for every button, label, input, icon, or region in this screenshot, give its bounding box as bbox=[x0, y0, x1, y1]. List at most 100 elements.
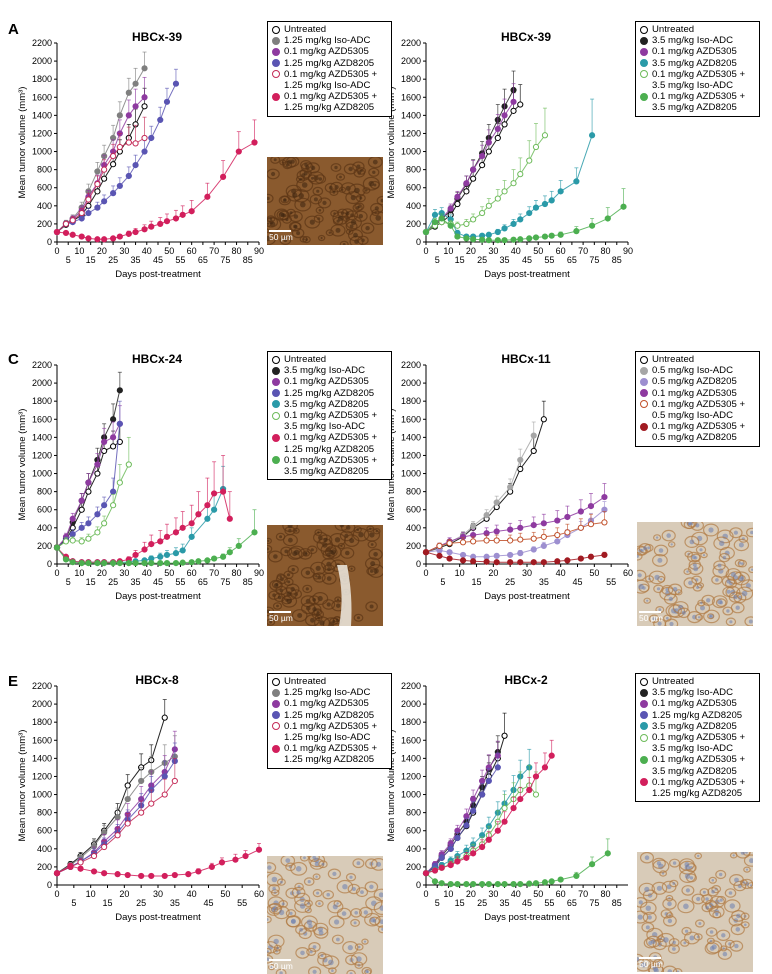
series-line bbox=[56, 106, 145, 233]
data-point bbox=[577, 555, 584, 562]
data-point bbox=[94, 470, 101, 477]
y-tick-label: 400 bbox=[406, 844, 421, 854]
data-point bbox=[494, 195, 501, 202]
x-tick-label: 20 bbox=[97, 568, 107, 578]
y-tick-label: 1600 bbox=[32, 92, 52, 102]
y-tick-label: 1000 bbox=[32, 147, 52, 157]
x-tick-label: 5 bbox=[435, 255, 440, 265]
x-tick-label: 55 bbox=[175, 577, 185, 587]
legend-label: 0.1 mg/kg AZD5305 + 1.25 mg/kg Iso-ADC bbox=[284, 720, 378, 744]
data-point bbox=[94, 181, 101, 188]
data-point bbox=[422, 228, 430, 236]
legend-item: 1.25 mg/kg AZD8205 bbox=[272, 58, 388, 69]
y-tick-label: 600 bbox=[37, 826, 52, 836]
data-point bbox=[141, 103, 148, 110]
x-tick-label: 80 bbox=[232, 568, 242, 578]
data-point bbox=[94, 204, 101, 211]
data-point bbox=[540, 416, 547, 423]
x-tick-label: 45 bbox=[522, 255, 532, 265]
data-point bbox=[163, 559, 171, 567]
data-point bbox=[235, 148, 242, 155]
legend-marker bbox=[640, 711, 648, 720]
legend-label: 0.5 mg/kg Iso-ADC bbox=[652, 365, 734, 377]
data-point bbox=[116, 420, 123, 427]
legend-label: 0.1 mg/kg AZD5305 bbox=[284, 46, 369, 58]
legend-label: Untreated bbox=[652, 676, 695, 687]
legend-marker bbox=[640, 722, 648, 731]
data-point bbox=[69, 231, 76, 238]
legend-item: 3.5 mg/kg Iso-ADC bbox=[272, 365, 388, 376]
data-point bbox=[517, 559, 524, 566]
data-point bbox=[530, 559, 537, 566]
legend-label: 1.25 mg/kg Iso-ADC bbox=[284, 35, 371, 47]
x-tick-label: 60 bbox=[187, 246, 197, 256]
x-tick-label: 5 bbox=[435, 898, 440, 908]
x-tick-label: 50 bbox=[164, 568, 174, 578]
legend-item: 0.1 mg/kg AZD5305 + 3.5 mg/kg AZD8205 bbox=[640, 754, 756, 777]
panel-c: C HBCx-2402004006008001000120014001600180… bbox=[8, 351, 264, 602]
data-point bbox=[78, 215, 85, 222]
x-tick-label: 85 bbox=[243, 577, 253, 587]
legend-marker bbox=[272, 70, 280, 79]
x-tick-label: 65 bbox=[198, 577, 208, 587]
data-point bbox=[510, 236, 517, 243]
y-tick-label: 200 bbox=[406, 219, 421, 229]
x-tick-label: 40 bbox=[142, 568, 152, 578]
data-point bbox=[501, 880, 508, 888]
data-point bbox=[479, 843, 486, 851]
data-point bbox=[195, 511, 202, 518]
x-tick-label: 20 bbox=[97, 246, 107, 256]
data-point bbox=[540, 533, 547, 540]
x-tick-label: 35 bbox=[131, 255, 141, 265]
series-line bbox=[425, 551, 605, 563]
data-point bbox=[110, 235, 117, 242]
data-point bbox=[116, 182, 123, 190]
y-tick-label: 2200 bbox=[401, 681, 421, 691]
data-point bbox=[77, 865, 84, 872]
x-tick-label: 35 bbox=[539, 577, 549, 587]
y-tick-label: 400 bbox=[37, 201, 52, 211]
y-tick-label: 0 bbox=[416, 559, 421, 569]
data-point bbox=[148, 872, 155, 880]
data-point bbox=[94, 559, 101, 567]
data-point bbox=[577, 524, 584, 531]
y-tick-label: 0 bbox=[47, 237, 52, 247]
data-point bbox=[485, 139, 492, 146]
x-tick-label: 30 bbox=[153, 889, 163, 899]
series-line bbox=[425, 852, 609, 885]
chart-title: HBCx-39 bbox=[132, 30, 182, 44]
x-tick-label: 50 bbox=[164, 246, 174, 256]
x-tick-label: 40 bbox=[511, 246, 521, 256]
legend-marker bbox=[640, 70, 648, 79]
panel-letter: E bbox=[8, 673, 18, 690]
data-point bbox=[101, 502, 108, 509]
data-point bbox=[601, 519, 608, 526]
data-point bbox=[255, 846, 263, 853]
data-point bbox=[116, 233, 123, 240]
data-point bbox=[479, 791, 486, 798]
data-point bbox=[493, 552, 500, 559]
legend-item: 0.1 mg/kg AZD5305 bbox=[640, 46, 756, 57]
series-4 bbox=[53, 742, 178, 877]
data-point bbox=[132, 228, 139, 236]
data-point bbox=[114, 832, 121, 839]
x-tick-label: 15 bbox=[455, 255, 465, 265]
data-point bbox=[463, 880, 470, 888]
data-point bbox=[554, 531, 561, 539]
data-point bbox=[463, 235, 470, 242]
data-point bbox=[454, 222, 461, 229]
data-point bbox=[541, 233, 549, 240]
data-point bbox=[470, 175, 477, 182]
data-point bbox=[132, 162, 139, 169]
data-point bbox=[69, 515, 76, 522]
legend-item: 0.1 mg/kg AZD5305 bbox=[272, 376, 388, 387]
chart-title: HBCx-39 bbox=[501, 30, 551, 44]
data-point bbox=[110, 152, 117, 160]
x-tick-label: 50 bbox=[220, 889, 230, 899]
x-tick-label: 50 bbox=[533, 889, 543, 899]
x-tick-label: 30 bbox=[488, 246, 498, 256]
data-point bbox=[438, 864, 445, 871]
x-axis-label: Days post-treatment bbox=[484, 269, 570, 280]
x-tick-label: 20 bbox=[119, 889, 129, 899]
legend-label: 3.5 mg/kg AZD8205 bbox=[652, 720, 737, 732]
